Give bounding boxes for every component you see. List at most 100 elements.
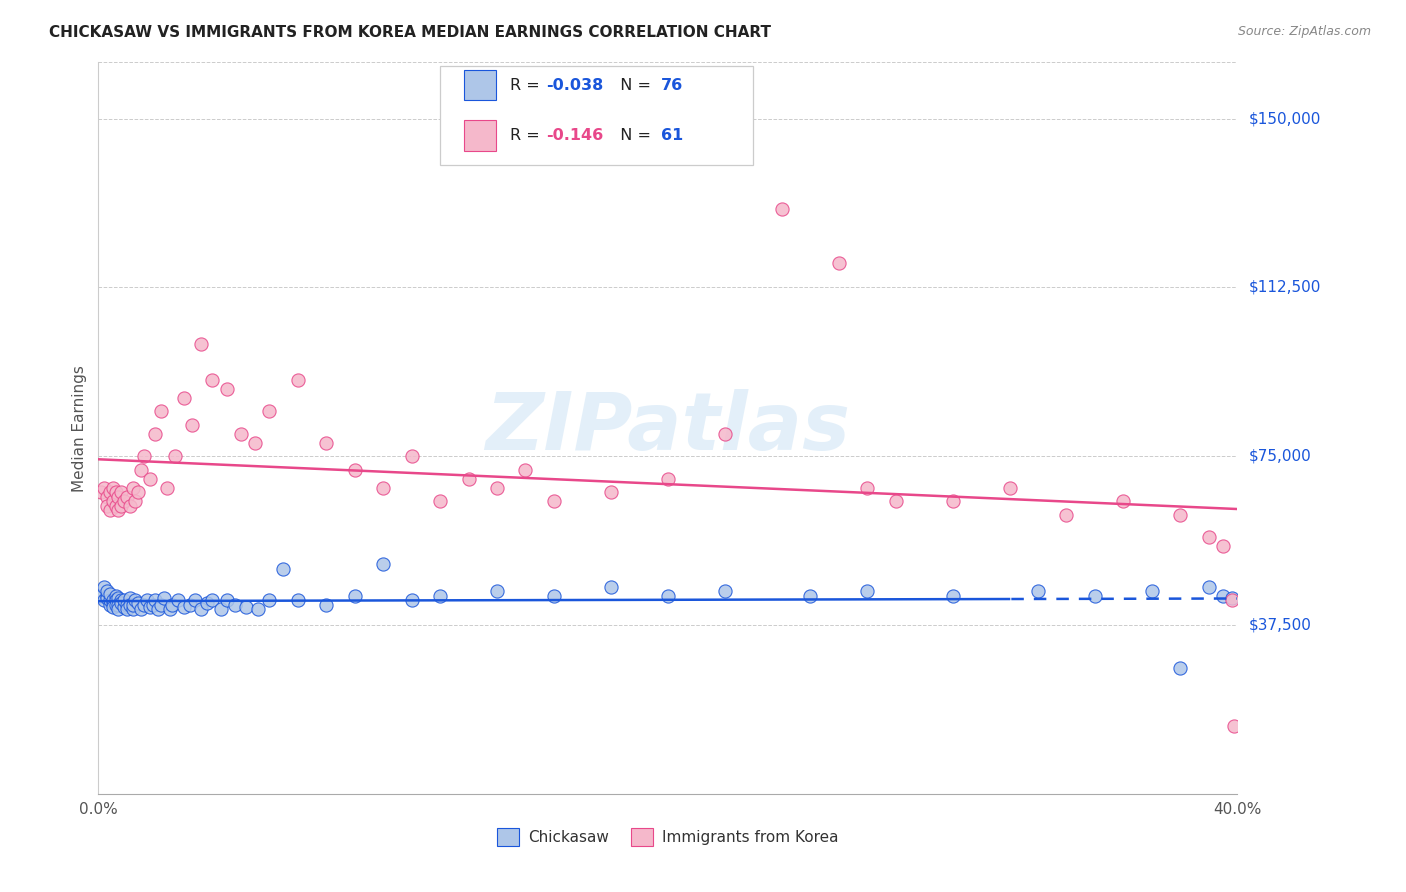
- Legend: Chickasaw, Immigrants from Korea: Chickasaw, Immigrants from Korea: [491, 822, 845, 852]
- Point: [104, 589, 127, 603]
- Point: [273, 562, 295, 576]
- Point: [486, 584, 509, 599]
- Point: [457, 472, 479, 486]
- Text: $75,000: $75,000: [1249, 449, 1312, 464]
- Point: [429, 589, 451, 603]
- Point: [101, 600, 124, 615]
- Point: [215, 382, 238, 396]
- Point: [259, 404, 281, 418]
- Point: [112, 593, 135, 607]
- Point: [90, 589, 112, 603]
- Point: [856, 584, 879, 599]
- Point: [1198, 580, 1220, 594]
- Point: [179, 598, 201, 612]
- Point: [543, 589, 565, 603]
- Point: [101, 593, 124, 607]
- Text: N =: N =: [610, 78, 655, 93]
- Point: [1084, 589, 1107, 603]
- Point: [201, 373, 224, 387]
- Text: Source: ZipAtlas.com: Source: ZipAtlas.com: [1237, 25, 1371, 38]
- Point: [101, 494, 124, 508]
- Point: [141, 598, 163, 612]
- Point: [90, 485, 112, 500]
- Point: [121, 598, 143, 612]
- Point: [93, 593, 115, 607]
- Point: [714, 426, 737, 441]
- Point: [515, 463, 537, 477]
- Point: [373, 558, 395, 572]
- Point: [246, 602, 269, 616]
- Point: [243, 435, 266, 450]
- Point: [315, 435, 337, 450]
- Point: [115, 490, 138, 504]
- Point: [110, 499, 132, 513]
- Point: [118, 499, 141, 513]
- Point: [132, 598, 155, 612]
- Text: -0.146: -0.146: [546, 128, 603, 143]
- Point: [315, 598, 337, 612]
- Point: [135, 593, 157, 607]
- Point: [96, 589, 118, 603]
- Point: [173, 391, 195, 405]
- Text: 61: 61: [661, 128, 683, 143]
- Point: [190, 602, 212, 616]
- Point: [98, 586, 121, 600]
- Point: [1056, 508, 1078, 522]
- Point: [373, 481, 395, 495]
- Point: [96, 591, 118, 605]
- Point: [115, 602, 138, 616]
- Point: [235, 600, 257, 615]
- Point: [657, 589, 679, 603]
- Point: [150, 404, 173, 418]
- Point: [1220, 593, 1243, 607]
- Point: [401, 450, 423, 464]
- Point: [104, 485, 127, 500]
- FancyBboxPatch shape: [440, 66, 754, 165]
- Point: [132, 450, 155, 464]
- Point: [104, 499, 127, 513]
- Point: [856, 481, 879, 495]
- FancyBboxPatch shape: [464, 70, 496, 101]
- Point: [195, 596, 218, 610]
- Point: [401, 593, 423, 607]
- Point: [153, 591, 176, 605]
- Text: $112,500: $112,500: [1249, 280, 1320, 295]
- Point: [1170, 661, 1192, 675]
- Point: [129, 463, 152, 477]
- Point: [138, 472, 160, 486]
- Point: [343, 589, 366, 603]
- Point: [118, 598, 141, 612]
- Point: [229, 426, 252, 441]
- Point: [150, 598, 173, 612]
- Point: [184, 593, 207, 607]
- Point: [127, 596, 149, 610]
- Point: [107, 503, 129, 517]
- Point: [124, 494, 146, 508]
- Point: [98, 485, 121, 500]
- Point: [107, 598, 129, 612]
- Point: [1212, 589, 1234, 603]
- Point: [167, 593, 190, 607]
- Text: $37,500: $37,500: [1249, 617, 1312, 632]
- Point: [107, 591, 129, 605]
- Point: [118, 591, 141, 605]
- Point: [115, 598, 138, 612]
- Point: [486, 481, 509, 495]
- Point: [1140, 584, 1163, 599]
- Point: [129, 602, 152, 616]
- Point: [107, 602, 129, 616]
- Text: R =: R =: [509, 78, 544, 93]
- Point: [101, 596, 124, 610]
- Point: [1223, 719, 1246, 733]
- Point: [93, 580, 115, 594]
- Point: [110, 485, 132, 500]
- Point: [1198, 530, 1220, 544]
- Point: [209, 602, 232, 616]
- Point: [259, 593, 281, 607]
- Y-axis label: Median Earnings: Median Earnings: [72, 365, 87, 491]
- Point: [104, 598, 127, 612]
- Point: [112, 494, 135, 508]
- Text: ZIPatlas: ZIPatlas: [485, 389, 851, 467]
- Point: [1212, 539, 1234, 553]
- Point: [1170, 508, 1192, 522]
